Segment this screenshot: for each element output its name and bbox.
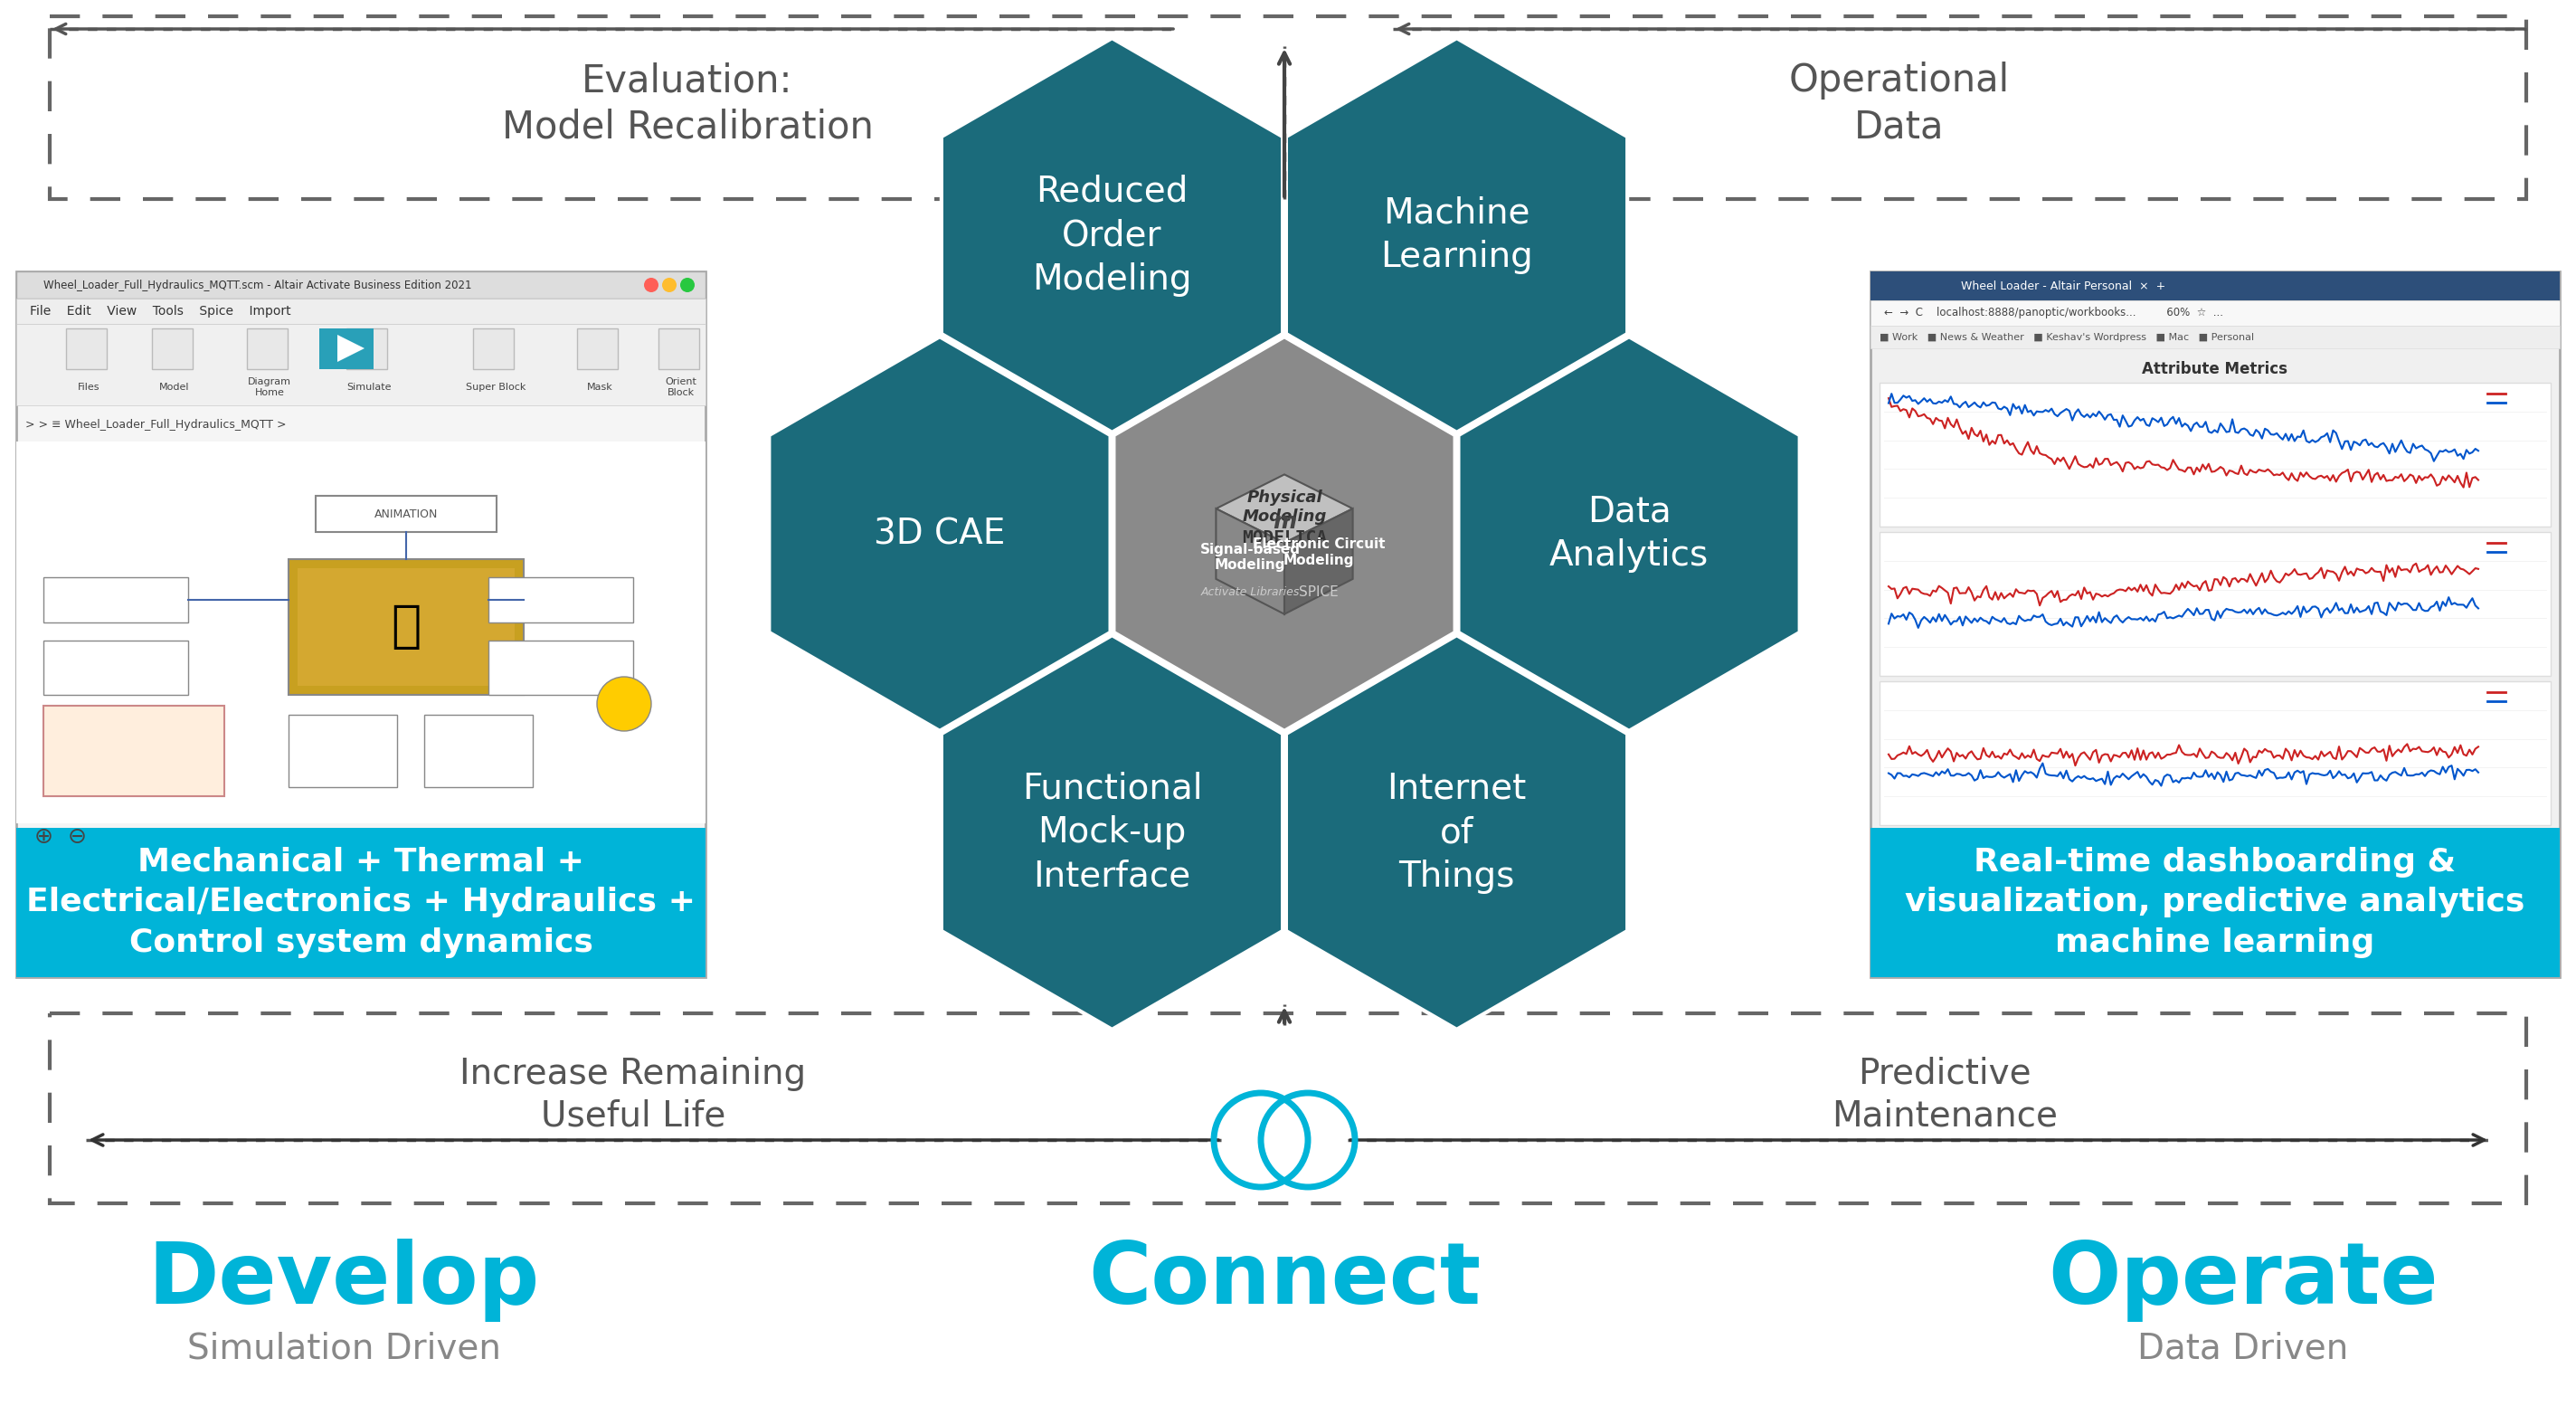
Bar bbox=[289, 559, 523, 695]
Bar bbox=[317, 496, 497, 532]
Bar bbox=[1870, 326, 2561, 348]
Bar bbox=[474, 328, 513, 369]
Bar bbox=[49, 1013, 2527, 1203]
Circle shape bbox=[662, 278, 677, 292]
Text: Super Block: Super Block bbox=[466, 383, 526, 392]
Text: SPICE: SPICE bbox=[1298, 586, 1340, 598]
Text: Data Driven: Data Driven bbox=[2138, 1331, 2349, 1365]
Bar bbox=[15, 442, 706, 824]
Bar bbox=[44, 577, 188, 623]
Circle shape bbox=[644, 278, 659, 292]
Text: Orient
Block: Orient Block bbox=[665, 378, 698, 398]
Text: Predictive
Maintenance: Predictive Maintenance bbox=[1832, 1056, 2058, 1133]
Text: > > ≡ Wheel_Loader_Full_Hydraulics_MQTT >: > > ≡ Wheel_Loader_Full_Hydraulics_MQTT … bbox=[26, 419, 286, 430]
Text: MODELICA: MODELICA bbox=[1242, 530, 1327, 547]
Bar bbox=[1870, 271, 2561, 301]
Text: Files: Files bbox=[77, 383, 100, 392]
Bar bbox=[67, 328, 106, 369]
Text: File    Edit    View    Tools    Spice    Import: File Edit View Tools Spice Import bbox=[31, 305, 291, 318]
Bar bbox=[44, 641, 188, 695]
Polygon shape bbox=[1285, 38, 1628, 432]
Polygon shape bbox=[1216, 509, 1285, 614]
Bar bbox=[577, 328, 618, 369]
Text: Increase Remaining
Useful Life: Increase Remaining Useful Life bbox=[461, 1056, 806, 1133]
Bar bbox=[1880, 681, 2550, 825]
Circle shape bbox=[598, 677, 652, 731]
Text: Attribute Metrics: Attribute Metrics bbox=[2143, 361, 2287, 378]
Text: ■ Work   ■ News & Weather   ■ Keshav's Wordpress   ■ Mac   ■ Personal: ■ Work ■ News & Weather ■ Keshav's Wordp… bbox=[1880, 332, 2254, 342]
Text: 🚜: 🚜 bbox=[392, 603, 420, 651]
Polygon shape bbox=[940, 38, 1283, 432]
Bar bbox=[299, 569, 515, 685]
Text: Mask: Mask bbox=[587, 383, 613, 392]
Bar bbox=[15, 299, 706, 323]
Text: Simulation Driven: Simulation Driven bbox=[188, 1331, 500, 1365]
Bar bbox=[49, 16, 2527, 200]
Text: 3D CAE: 3D CAE bbox=[873, 517, 1005, 551]
Text: Internet
of
Things: Internet of Things bbox=[1386, 771, 1528, 893]
Polygon shape bbox=[1113, 336, 1455, 731]
Bar bbox=[1870, 271, 2561, 978]
Polygon shape bbox=[770, 336, 1110, 731]
Text: Operate: Operate bbox=[2048, 1238, 2439, 1322]
Bar bbox=[152, 328, 193, 369]
Text: Develop: Develop bbox=[147, 1238, 538, 1322]
Text: Machine
Learning: Machine Learning bbox=[1381, 197, 1533, 275]
Text: Data
Analytics: Data Analytics bbox=[1548, 494, 1708, 573]
Text: Real-time dashboarding &
visualization, predictive analytics
machine learning: Real-time dashboarding & visualization, … bbox=[1906, 846, 2524, 959]
Text: Mechanical + Thermal +
Electrical/Electronics + Hydraulics +
Control system dyna: Mechanical + Thermal + Electrical/Electr… bbox=[26, 846, 696, 959]
Bar bbox=[659, 328, 698, 369]
Text: m: m bbox=[1273, 512, 1296, 533]
Text: Wheel Loader - Altair Personal  ×  +: Wheel Loader - Altair Personal × + bbox=[1960, 281, 2166, 292]
Polygon shape bbox=[337, 335, 366, 362]
Text: ANIMATION: ANIMATION bbox=[374, 509, 438, 520]
Text: ⊕  ⊖: ⊕ ⊖ bbox=[33, 826, 88, 848]
Bar bbox=[489, 577, 634, 623]
Bar bbox=[1870, 301, 2561, 326]
Bar bbox=[289, 715, 397, 787]
Polygon shape bbox=[1285, 636, 1628, 1029]
Text: Connect: Connect bbox=[1087, 1238, 1481, 1322]
Text: Signal-based
Modeling: Signal-based Modeling bbox=[1200, 543, 1301, 571]
Polygon shape bbox=[1285, 509, 1352, 614]
Text: Simulate: Simulate bbox=[348, 383, 392, 392]
Bar bbox=[44, 705, 224, 797]
Bar bbox=[319, 328, 374, 369]
Bar bbox=[15, 271, 706, 299]
Text: Evaluation:
Model Recalibration: Evaluation: Model Recalibration bbox=[502, 61, 873, 147]
Bar bbox=[44, 722, 160, 777]
Circle shape bbox=[680, 278, 696, 292]
Bar bbox=[1880, 383, 2550, 527]
Bar bbox=[15, 271, 706, 978]
Text: Reduced
Order
Modeling: Reduced Order Modeling bbox=[1033, 174, 1193, 296]
Text: Physical
Modeling: Physical Modeling bbox=[1242, 489, 1327, 524]
Bar bbox=[1880, 532, 2550, 675]
Bar bbox=[15, 323, 706, 405]
Text: Operational
Data: Operational Data bbox=[1790, 61, 2009, 147]
Text: Model: Model bbox=[160, 383, 191, 392]
Bar bbox=[15, 828, 706, 978]
Bar bbox=[425, 715, 533, 787]
Polygon shape bbox=[1216, 475, 1352, 543]
Bar bbox=[345, 328, 386, 369]
Text: ←  →  C    localhost:8888/panoptic/workbooks...         60%  ☆  ...: ← → C localhost:8888/panoptic/workbooks.… bbox=[1883, 308, 2223, 319]
Text: Wheel_Loader_Full_Hydraulics_MQTT.scm - Altair Activate Business Edition 2021: Wheel_Loader_Full_Hydraulics_MQTT.scm - … bbox=[44, 279, 471, 291]
Bar bbox=[489, 641, 634, 695]
Polygon shape bbox=[1458, 336, 1801, 731]
Text: Activate Libraries: Activate Libraries bbox=[1200, 586, 1301, 598]
Bar bbox=[247, 328, 289, 369]
Text: Functional
Mock-up
Interface: Functional Mock-up Interface bbox=[1023, 771, 1203, 893]
Bar bbox=[1870, 828, 2561, 978]
Text: Electronic Circuit
Modeling: Electronic Circuit Modeling bbox=[1252, 537, 1386, 567]
Text: Diagram
Home: Diagram Home bbox=[247, 378, 291, 398]
Polygon shape bbox=[940, 636, 1283, 1029]
